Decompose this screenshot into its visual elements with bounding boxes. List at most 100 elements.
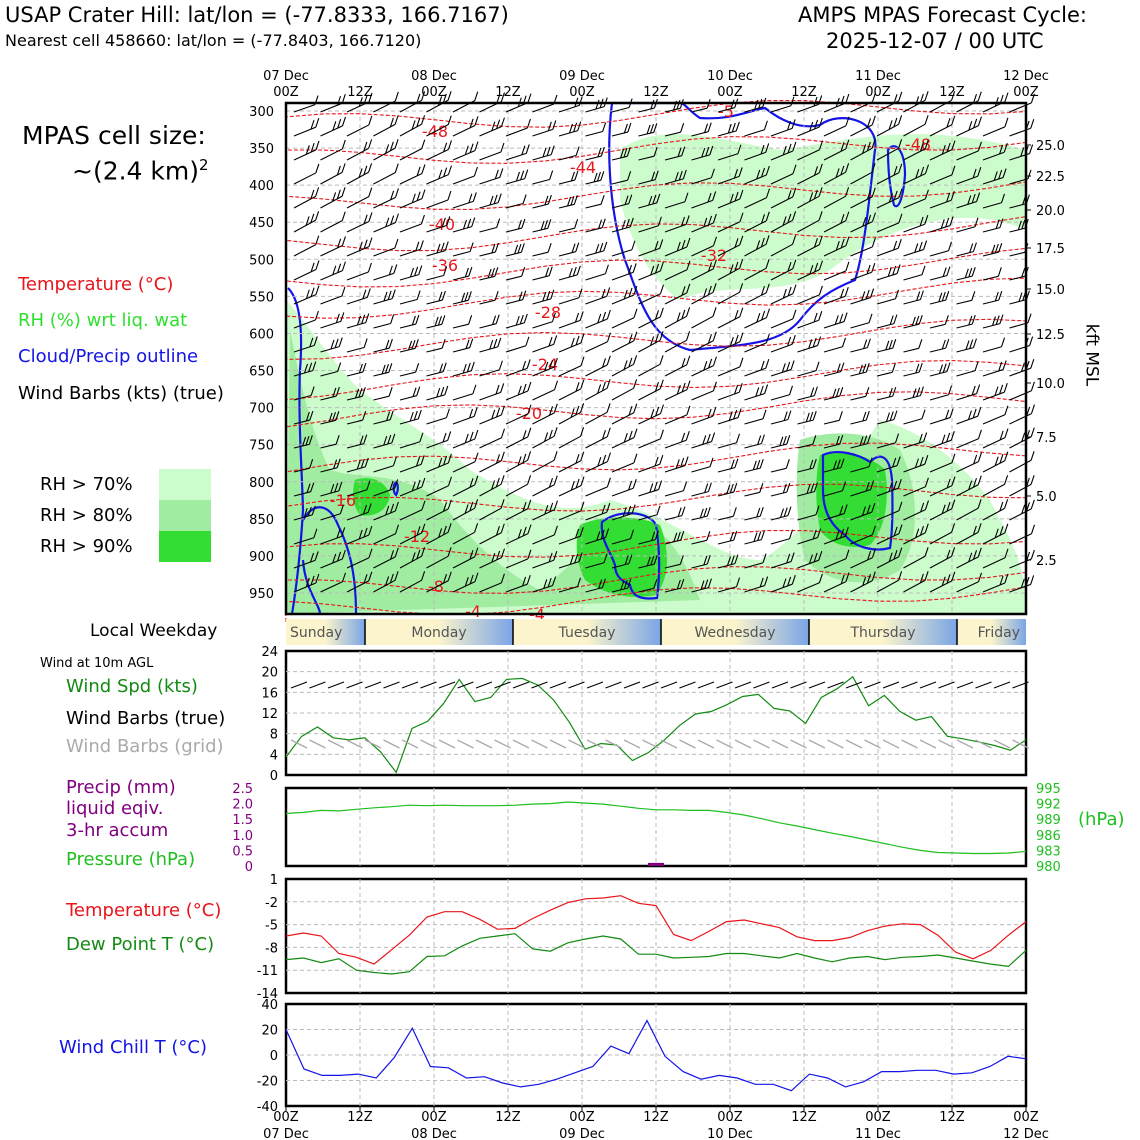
wind-barb-shaft	[823, 535, 846, 545]
wind-barb-shaft	[293, 172, 317, 185]
wind-barb-flag	[977, 407, 982, 417]
wind-barb-flag	[368, 115, 373, 126]
wind-barb-flag	[792, 141, 797, 152]
wind-barb-flag	[438, 457, 443, 468]
wind-barb-flag	[1004, 499, 1009, 509]
wind-barb-shaft	[452, 484, 476, 497]
wind-barb-flag	[765, 283, 770, 293]
legend-precip3: 3-hr accum	[66, 820, 169, 841]
wind-barb-flag	[862, 217, 867, 227]
wind-barb-flag	[394, 547, 399, 558]
pressure-tick-label: 750	[249, 439, 274, 454]
wind-barb-shaft	[558, 535, 581, 545]
wind-barb-flag	[841, 337, 847, 347]
wind-barb-flag	[709, 145, 714, 156]
wind-barb-shaft	[532, 251, 549, 257]
wind-barb-shaft	[929, 225, 951, 233]
surface-true-barb	[901, 681, 918, 689]
wind-barb-flag	[408, 340, 413, 351]
wind-barb-flag	[447, 476, 453, 486]
surface-grid-barb	[771, 739, 789, 749]
wind-barb-shaft	[1009, 227, 1026, 233]
legend-pressure: Pressure (hPa)	[66, 849, 196, 870]
wind-barb-flag	[648, 195, 653, 206]
wind-barb-flag	[306, 483, 311, 493]
cross-section-frame	[284, 101, 1028, 616]
wind-barb-flag	[464, 433, 469, 444]
wind-barb-flag	[600, 529, 605, 540]
wind-barb-flag	[650, 409, 655, 419]
wind-barb-shaft	[744, 151, 766, 161]
wind-barb-flag	[920, 166, 925, 177]
wind-barb-flag	[680, 578, 685, 589]
wind-barb-flag	[834, 315, 839, 325]
wind-barb-flag	[759, 483, 764, 493]
wind-barb-shaft	[823, 490, 843, 497]
wind-barb-flag	[416, 386, 421, 396]
wind-barb-flag	[951, 165, 956, 175]
wind-barb-flag	[571, 243, 576, 253]
wind-barb-shaft	[426, 462, 449, 473]
wind-barb-flag	[389, 550, 395, 560]
wind-barb-shaft	[585, 461, 608, 473]
wind-barb-flag	[739, 235, 744, 246]
wind-barb-shaft	[823, 395, 840, 401]
wind-barb-flag	[897, 479, 902, 489]
wind-barb-flag	[628, 334, 633, 344]
wind-barb-flag	[387, 290, 392, 300]
wind-barb-shaft	[346, 371, 364, 377]
wind-barb-flag	[337, 362, 342, 372]
wind-barb-flag	[862, 576, 867, 586]
wind-barb-flag	[1030, 404, 1035, 414]
chill-panel-tick-label: -40	[257, 1100, 278, 1115]
wind-barb-flag	[544, 505, 549, 515]
legend-wind-spd: Wind Spd (kts)	[66, 676, 198, 697]
wind-barb-flag	[812, 337, 817, 348]
wind-barb-flag	[525, 336, 530, 346]
wind-barb-flag	[473, 166, 478, 177]
wind-barb-shaft	[744, 367, 766, 377]
wind-barb-shaft	[611, 563, 630, 569]
wind-barb-shaft	[532, 321, 553, 329]
wind-barb-flag	[706, 554, 711, 565]
wind-barb-flag	[765, 333, 770, 343]
wind-barb-flag	[651, 171, 656, 181]
rh80-swatch	[159, 500, 211, 531]
surface-true-barb	[882, 681, 900, 689]
wind-barb-shaft	[611, 249, 633, 257]
wind-barb-flag	[739, 259, 744, 269]
wind-barb-flag	[951, 140, 956, 150]
wind-barb-flag	[871, 163, 876, 173]
wind-barb-flag	[624, 555, 629, 565]
wind-barb-shaft	[982, 414, 1006, 425]
wind-barb-flag	[416, 549, 421, 560]
wind-barb-flag	[443, 266, 448, 276]
wind-barb-flag	[888, 482, 893, 492]
wind-barb-flag	[489, 195, 494, 206]
wind-barb-flag	[998, 242, 1003, 253]
wind-barb-flag	[779, 436, 784, 447]
wind-barb-flag	[761, 310, 766, 321]
wind-barb-flag	[421, 115, 426, 125]
wind-barb-flag	[759, 577, 764, 588]
wind-barb-shaft	[638, 247, 660, 257]
wind-barb-flag	[303, 363, 309, 374]
wind-barb-flag	[924, 115, 929, 125]
wind-barb-flag	[998, 169, 1003, 180]
wind-barb-flag	[765, 188, 771, 198]
wind-barb-flag	[575, 405, 580, 416]
top-date-label: 09 Dec	[559, 69, 605, 84]
wind-barb-flag	[654, 456, 659, 467]
wind-barb-flag	[836, 363, 841, 373]
wind-barb-shaft	[717, 291, 740, 305]
wind-barb-flag	[756, 240, 761, 250]
surface-grid-barb	[512, 739, 530, 749]
wind-barb-flag	[782, 483, 787, 494]
wind-barb-flag	[360, 458, 365, 469]
wind-barb-shaft	[611, 437, 635, 449]
wind-barb-flag	[390, 314, 395, 324]
surface-grid-barb	[438, 739, 456, 749]
wind-barb-flag	[654, 240, 659, 251]
wind-barb-shaft	[346, 296, 368, 305]
wind-barb-flag	[760, 434, 765, 444]
